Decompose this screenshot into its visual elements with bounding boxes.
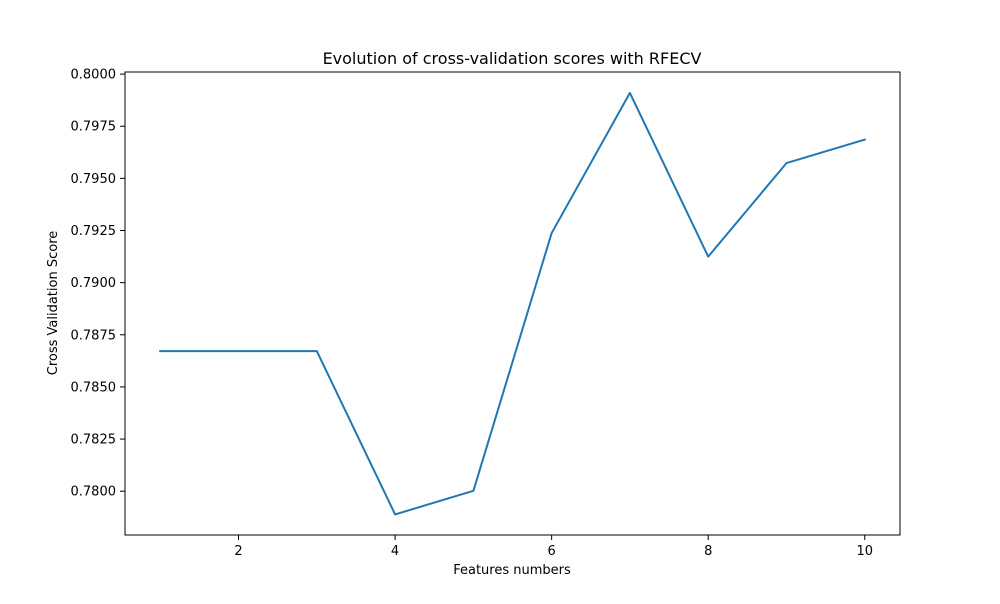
chart-title: Evolution of cross-validation scores wit…	[323, 49, 702, 68]
y-tick-label: 0.7975	[71, 120, 117, 135]
y-axis-label: Cross Validation Score	[46, 231, 61, 376]
plot-area	[124, 71, 901, 536]
x-axis-label: Features numbers	[453, 563, 571, 578]
y-tick-label: 0.7800	[71, 485, 117, 500]
y-tick-label: 0.7900	[71, 276, 117, 291]
x-tick-label: 8	[704, 544, 712, 559]
y-tick-label: 0.7875	[71, 328, 117, 343]
x-axis: 2 4 6 8 10	[234, 535, 873, 559]
x-tick-label: 10	[856, 544, 873, 559]
y-tick-label: 0.7950	[71, 172, 117, 187]
series-line	[159, 91, 867, 516]
x-tick-label: 4	[391, 544, 399, 559]
series-layer	[159, 91, 867, 516]
y-tick-label: 0.8000	[71, 68, 117, 83]
y-axis: 0.7800 0.7825 0.7850 0.7875 0.7900 0.7925 0.79…	[71, 68, 125, 500]
y-tick-label: 0.7850	[71, 380, 117, 395]
x-tick-label: 2	[234, 544, 242, 559]
y-tick-label: 0.7925	[71, 224, 117, 239]
y-tick-label: 0.7825	[71, 433, 117, 448]
x-tick-label: 6	[548, 544, 556, 559]
